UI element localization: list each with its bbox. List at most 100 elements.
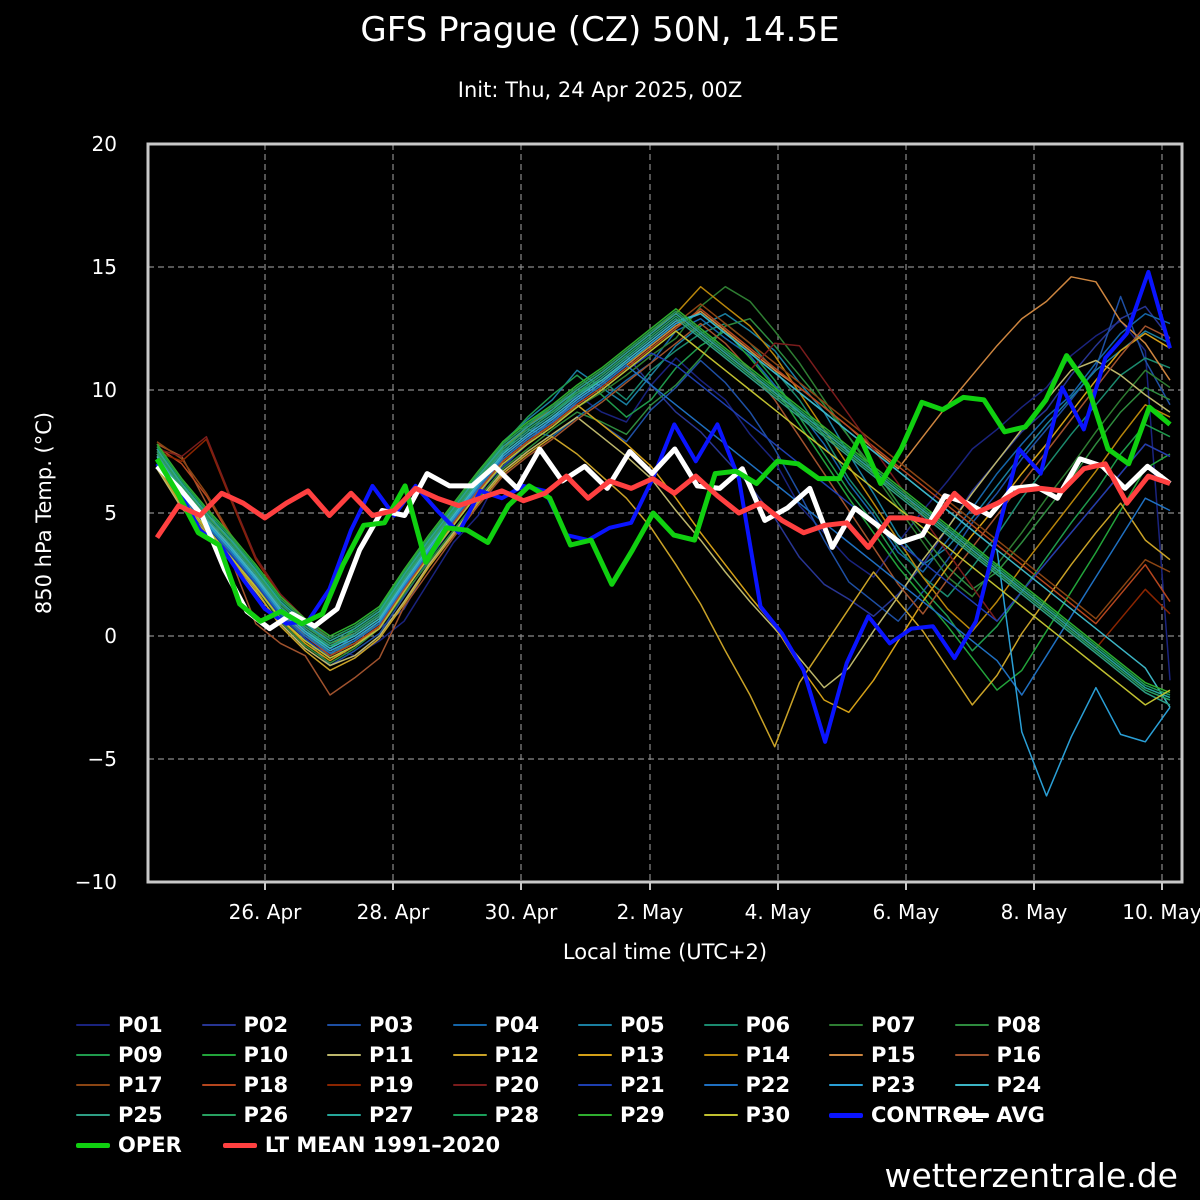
legend-swatch — [327, 1054, 361, 1056]
legend-label: P21 — [620, 1073, 665, 1097]
legend-swatch — [76, 1054, 110, 1056]
legend-swatch — [829, 1054, 863, 1056]
series-line-p18 — [156, 308, 1171, 657]
legend-swatch — [327, 1114, 361, 1116]
legend-label: P10 — [243, 1043, 289, 1067]
chart-title: GFS Prague (CZ) 50N, 14.5E — [360, 10, 840, 50]
legend-item: P25 — [76, 1100, 163, 1130]
legend-swatch — [703, 1084, 738, 1086]
legend-item: OPER — [76, 1130, 182, 1160]
y-tick-labels: 20 15 10 5 0 −5 −10 — [75, 132, 117, 894]
legend-swatch — [452, 1054, 487, 1056]
legend-label: OPER — [118, 1133, 182, 1157]
legend-item: P14 — [703, 1040, 790, 1070]
legend-label: P16 — [996, 1043, 1042, 1067]
legend-item: P24 — [954, 1070, 1041, 1100]
legend-label: P25 — [118, 1103, 163, 1127]
chart-subtitle: Init: Thu, 24 Apr 2025, 00Z — [457, 78, 743, 102]
legend-item: P29 — [578, 1100, 665, 1130]
legend-swatch — [201, 1024, 236, 1026]
series-line-p26 — [156, 315, 1171, 701]
legend-swatch — [954, 1084, 989, 1086]
legend-item: P21 — [578, 1070, 665, 1100]
legend-item: P10 — [201, 1040, 289, 1070]
legend-swatch — [201, 1114, 236, 1116]
x-tick-label: 6. May — [873, 900, 940, 924]
x-tick-label: 8. May — [1001, 900, 1068, 924]
legend-item: P12 — [452, 1040, 540, 1070]
legend-label: P23 — [871, 1073, 916, 1097]
legend-item: P06 — [703, 1010, 791, 1040]
legend-swatch — [327, 1084, 361, 1086]
legend-swatch — [954, 1024, 989, 1026]
legend-label: P08 — [996, 1013, 1042, 1037]
legend-label: P02 — [243, 1013, 289, 1037]
series-line-p11 — [156, 359, 1171, 689]
grid-lines — [148, 144, 1182, 882]
y-tick-label: 10 — [92, 378, 117, 402]
legend-swatch — [452, 1024, 487, 1026]
x-tick-label: 30. Apr — [485, 900, 559, 924]
series-line-p24 — [156, 312, 1171, 708]
legend-item: P02 — [201, 1010, 289, 1040]
legend-item: P17 — [76, 1070, 163, 1100]
legend-label: P03 — [369, 1013, 414, 1037]
legend-item: P16 — [954, 1040, 1042, 1070]
legend-item: P18 — [201, 1070, 289, 1100]
legend-item: P22 — [703, 1070, 791, 1100]
legend-label: P18 — [243, 1073, 289, 1097]
legend-swatch — [222, 1142, 257, 1148]
legend-swatch — [76, 1084, 110, 1086]
legend-swatch — [76, 1024, 110, 1026]
legend-swatch — [703, 1114, 738, 1116]
legend-swatch — [201, 1084, 236, 1086]
legend-label: P01 — [118, 1013, 163, 1037]
legend-swatch — [76, 1142, 110, 1148]
legend-swatch — [327, 1024, 361, 1026]
chart-plot: 20 15 10 5 0 −5 −10 26. Apr 28. Apr 30. Apr 2. Ma… — [32, 132, 1200, 964]
legend-item: P15 — [829, 1040, 916, 1070]
series-line-control — [155, 269, 1172, 744]
legend-item: AVG — [954, 1100, 1045, 1130]
legend-label: P20 — [494, 1073, 540, 1097]
series-line-p27 — [156, 312, 1171, 699]
plot-frame — [146, 142, 1184, 884]
x-tick-label: 26. Apr — [229, 900, 303, 924]
series-line-p28 — [156, 310, 1171, 696]
legend-item: P08 — [954, 1010, 1042, 1040]
legend-swatch — [954, 1054, 989, 1056]
series-line-p25 — [156, 317, 1171, 706]
legend-item: P27 — [327, 1100, 414, 1130]
y-tick-label: 15 — [92, 255, 117, 279]
legend-label: P06 — [745, 1013, 791, 1037]
x-axis-label: Local time (UTC+2) — [563, 940, 767, 964]
series-line-avg — [155, 446, 1172, 632]
legend-swatch — [954, 1112, 989, 1118]
legend-label: P12 — [494, 1043, 540, 1067]
series-line-p12 — [156, 435, 1171, 748]
legend-item: P26 — [201, 1100, 289, 1130]
series-line-p29 — [156, 308, 1171, 694]
legend-label: P13 — [620, 1043, 665, 1067]
legend-item: P23 — [829, 1070, 916, 1100]
legend-item: P03 — [327, 1010, 414, 1040]
legend-swatch — [76, 1114, 110, 1116]
y-tick-label: −5 — [88, 747, 117, 771]
legend-swatch — [578, 1024, 612, 1026]
legend-label: LT MEAN 1991–2020 — [264, 1133, 501, 1157]
legend-label: P05 — [620, 1013, 665, 1037]
legend-item: P11 — [327, 1040, 414, 1070]
legend-label: P26 — [243, 1103, 289, 1127]
x-tick-label: 28. Apr — [357, 900, 431, 924]
series-line-oper — [154, 353, 1172, 627]
series-line-p22 — [156, 364, 1171, 696]
legend-swatch — [452, 1084, 487, 1086]
legend-label: P22 — [745, 1073, 791, 1097]
legend-label: P29 — [620, 1103, 665, 1127]
legend-item: P30 — [703, 1100, 790, 1130]
legend-swatch — [452, 1114, 487, 1116]
legend-item: LT MEAN 1991–2020 — [222, 1130, 501, 1160]
y-tick-label: 0 — [104, 624, 117, 648]
legend-item: P05 — [578, 1010, 665, 1040]
x-tick-label: 10. May — [1122, 900, 1200, 924]
